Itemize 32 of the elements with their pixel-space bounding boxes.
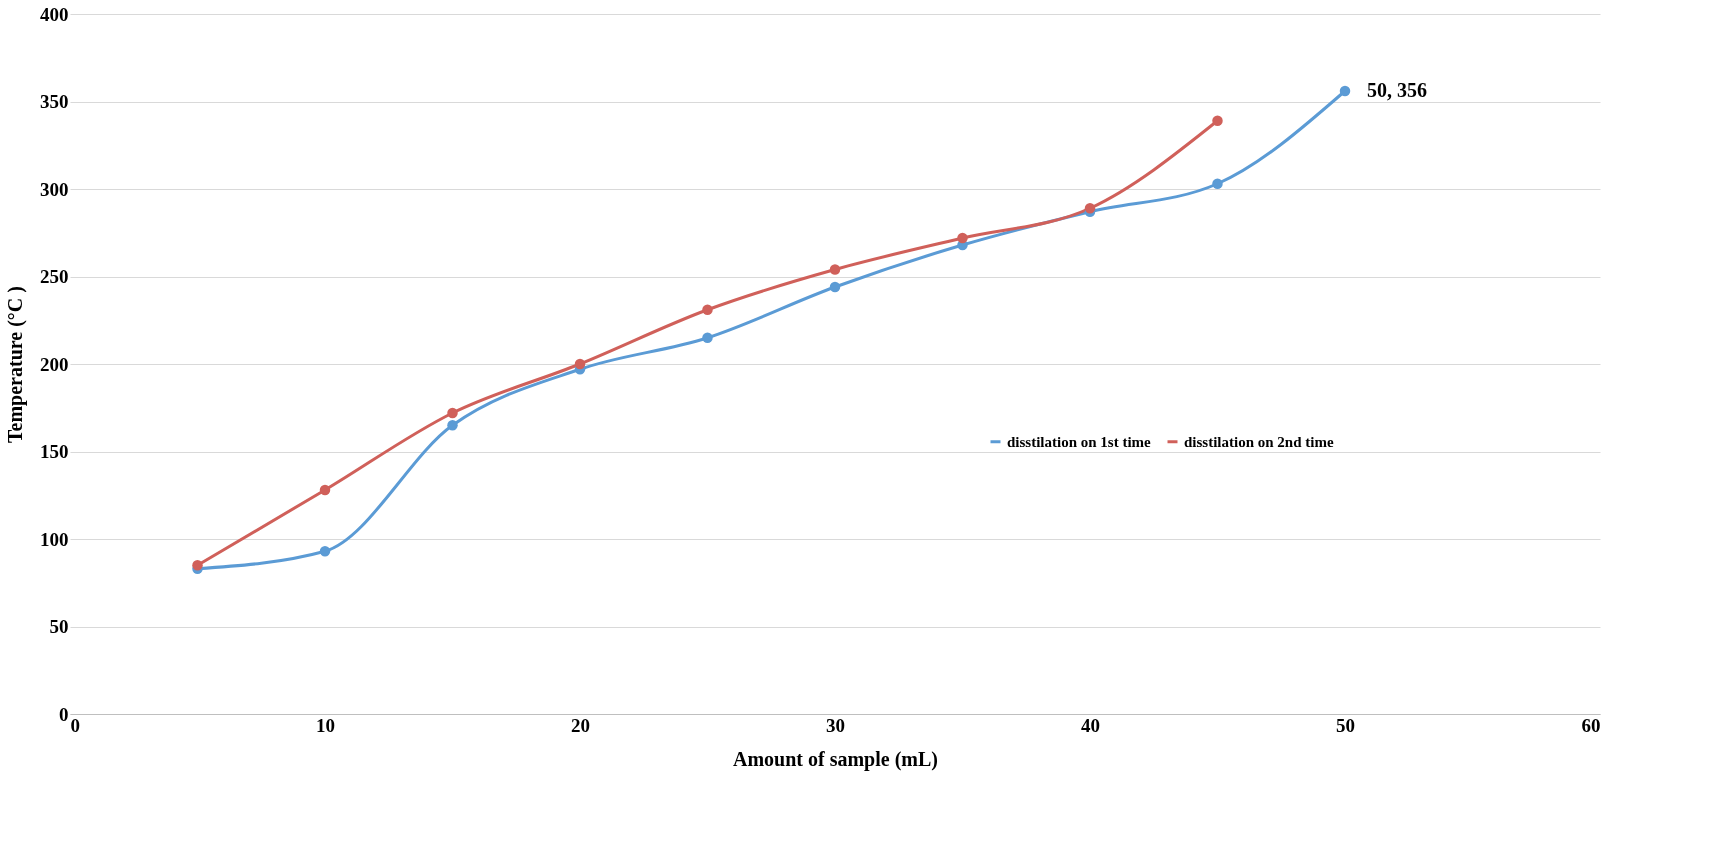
x-tick-label: 50	[1336, 714, 1355, 736]
x-tick-label: 10	[316, 714, 335, 736]
point	[1212, 178, 1223, 189]
y-tick-label: 300	[40, 178, 69, 200]
point	[957, 232, 968, 244]
x-tick-label: 30	[826, 714, 845, 736]
point	[829, 264, 841, 275]
y-axis-title: Temperature (°C )	[4, 286, 27, 443]
point	[574, 358, 586, 370]
point	[319, 484, 331, 496]
y-tick-label: 50	[49, 616, 69, 637]
y-tick-label: 200	[40, 353, 69, 375]
point	[702, 332, 713, 343]
point	[447, 407, 458, 419]
point	[702, 304, 713, 315]
point	[1339, 85, 1351, 97]
y-tick-label: 150	[40, 441, 69, 462]
y-tick-label: 350	[40, 91, 69, 112]
y-tick-label: 400	[40, 3, 69, 25]
x-tick-label: 20	[571, 714, 590, 736]
annotation: 50, 356	[1367, 79, 1427, 101]
legend-label: disstilation on 2nd time	[1184, 433, 1334, 450]
point	[447, 420, 458, 431]
x-axis-title: Amount of sample (mL)	[733, 747, 938, 771]
y-tick-label: 100	[40, 528, 69, 550]
point	[1212, 115, 1223, 126]
point	[829, 281, 841, 293]
y-tick-label: 250	[40, 266, 69, 287]
point	[319, 546, 331, 557]
x-tick-label: 40	[1081, 714, 1100, 736]
legend-label: disstilation on 1st time	[1007, 433, 1152, 450]
x-tick-label: 60	[1581, 714, 1601, 736]
